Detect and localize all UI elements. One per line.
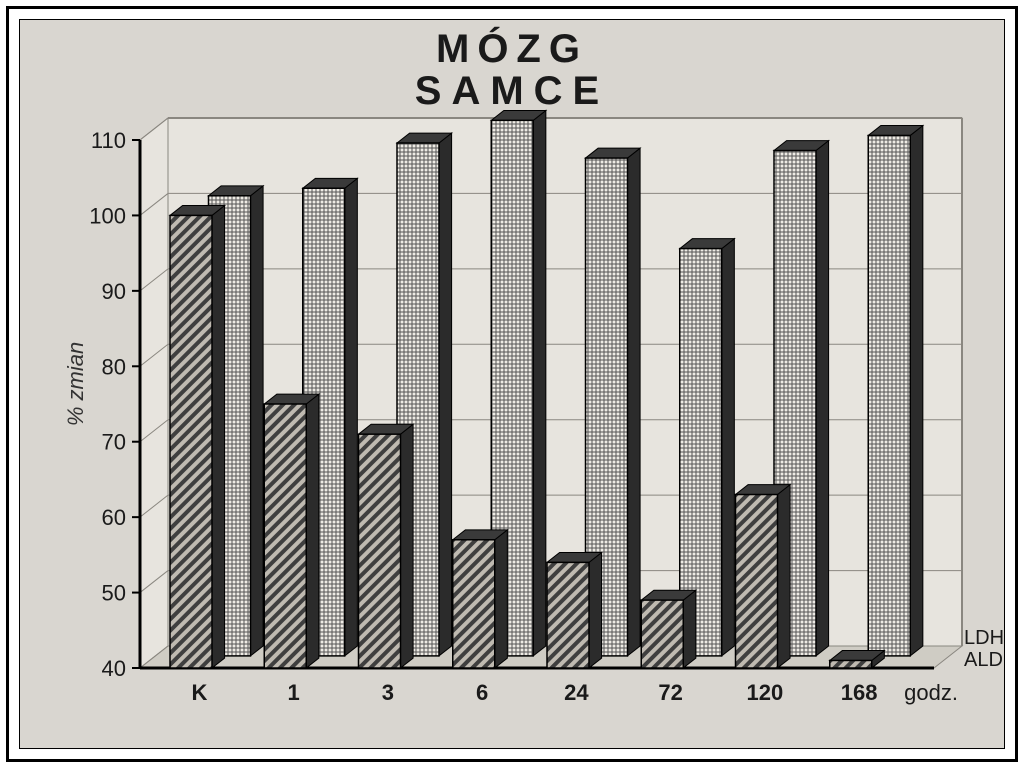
svg-text:3: 3: [382, 680, 394, 705]
svg-text:60: 60: [102, 505, 126, 530]
svg-text:100: 100: [89, 203, 126, 228]
svg-text:ALD: ALD: [964, 649, 1003, 671]
chart-plot: 40 50 60 70 80 90 100 110 K 1 3 6 24 72 120 168 godz. LDH…: [20, 20, 1004, 748]
chart-panel: MÓZG SAMCE % zmian 405060708090100110K13…: [19, 19, 1005, 749]
svg-text:70: 70: [102, 430, 126, 455]
svg-text:120: 120: [747, 680, 784, 705]
svg-text:168: 168: [841, 680, 878, 705]
svg-text:90: 90: [102, 279, 126, 304]
svg-text:K: K: [191, 680, 207, 705]
svg-text:72: 72: [658, 680, 682, 705]
svg-text:40: 40: [102, 656, 126, 681]
svg-text:6: 6: [476, 680, 488, 705]
svg-text:110: 110: [91, 128, 126, 153]
svg-text:godz.: godz.: [904, 680, 958, 705]
svg-text:24: 24: [564, 680, 589, 705]
svg-text:80: 80: [102, 354, 126, 379]
svg-text:LDH: LDH: [964, 627, 1004, 649]
outer-frame: MÓZG SAMCE % zmian 405060708090100110K13…: [6, 6, 1018, 762]
svg-text:50: 50: [102, 581, 126, 606]
svg-text:1: 1: [288, 680, 300, 705]
